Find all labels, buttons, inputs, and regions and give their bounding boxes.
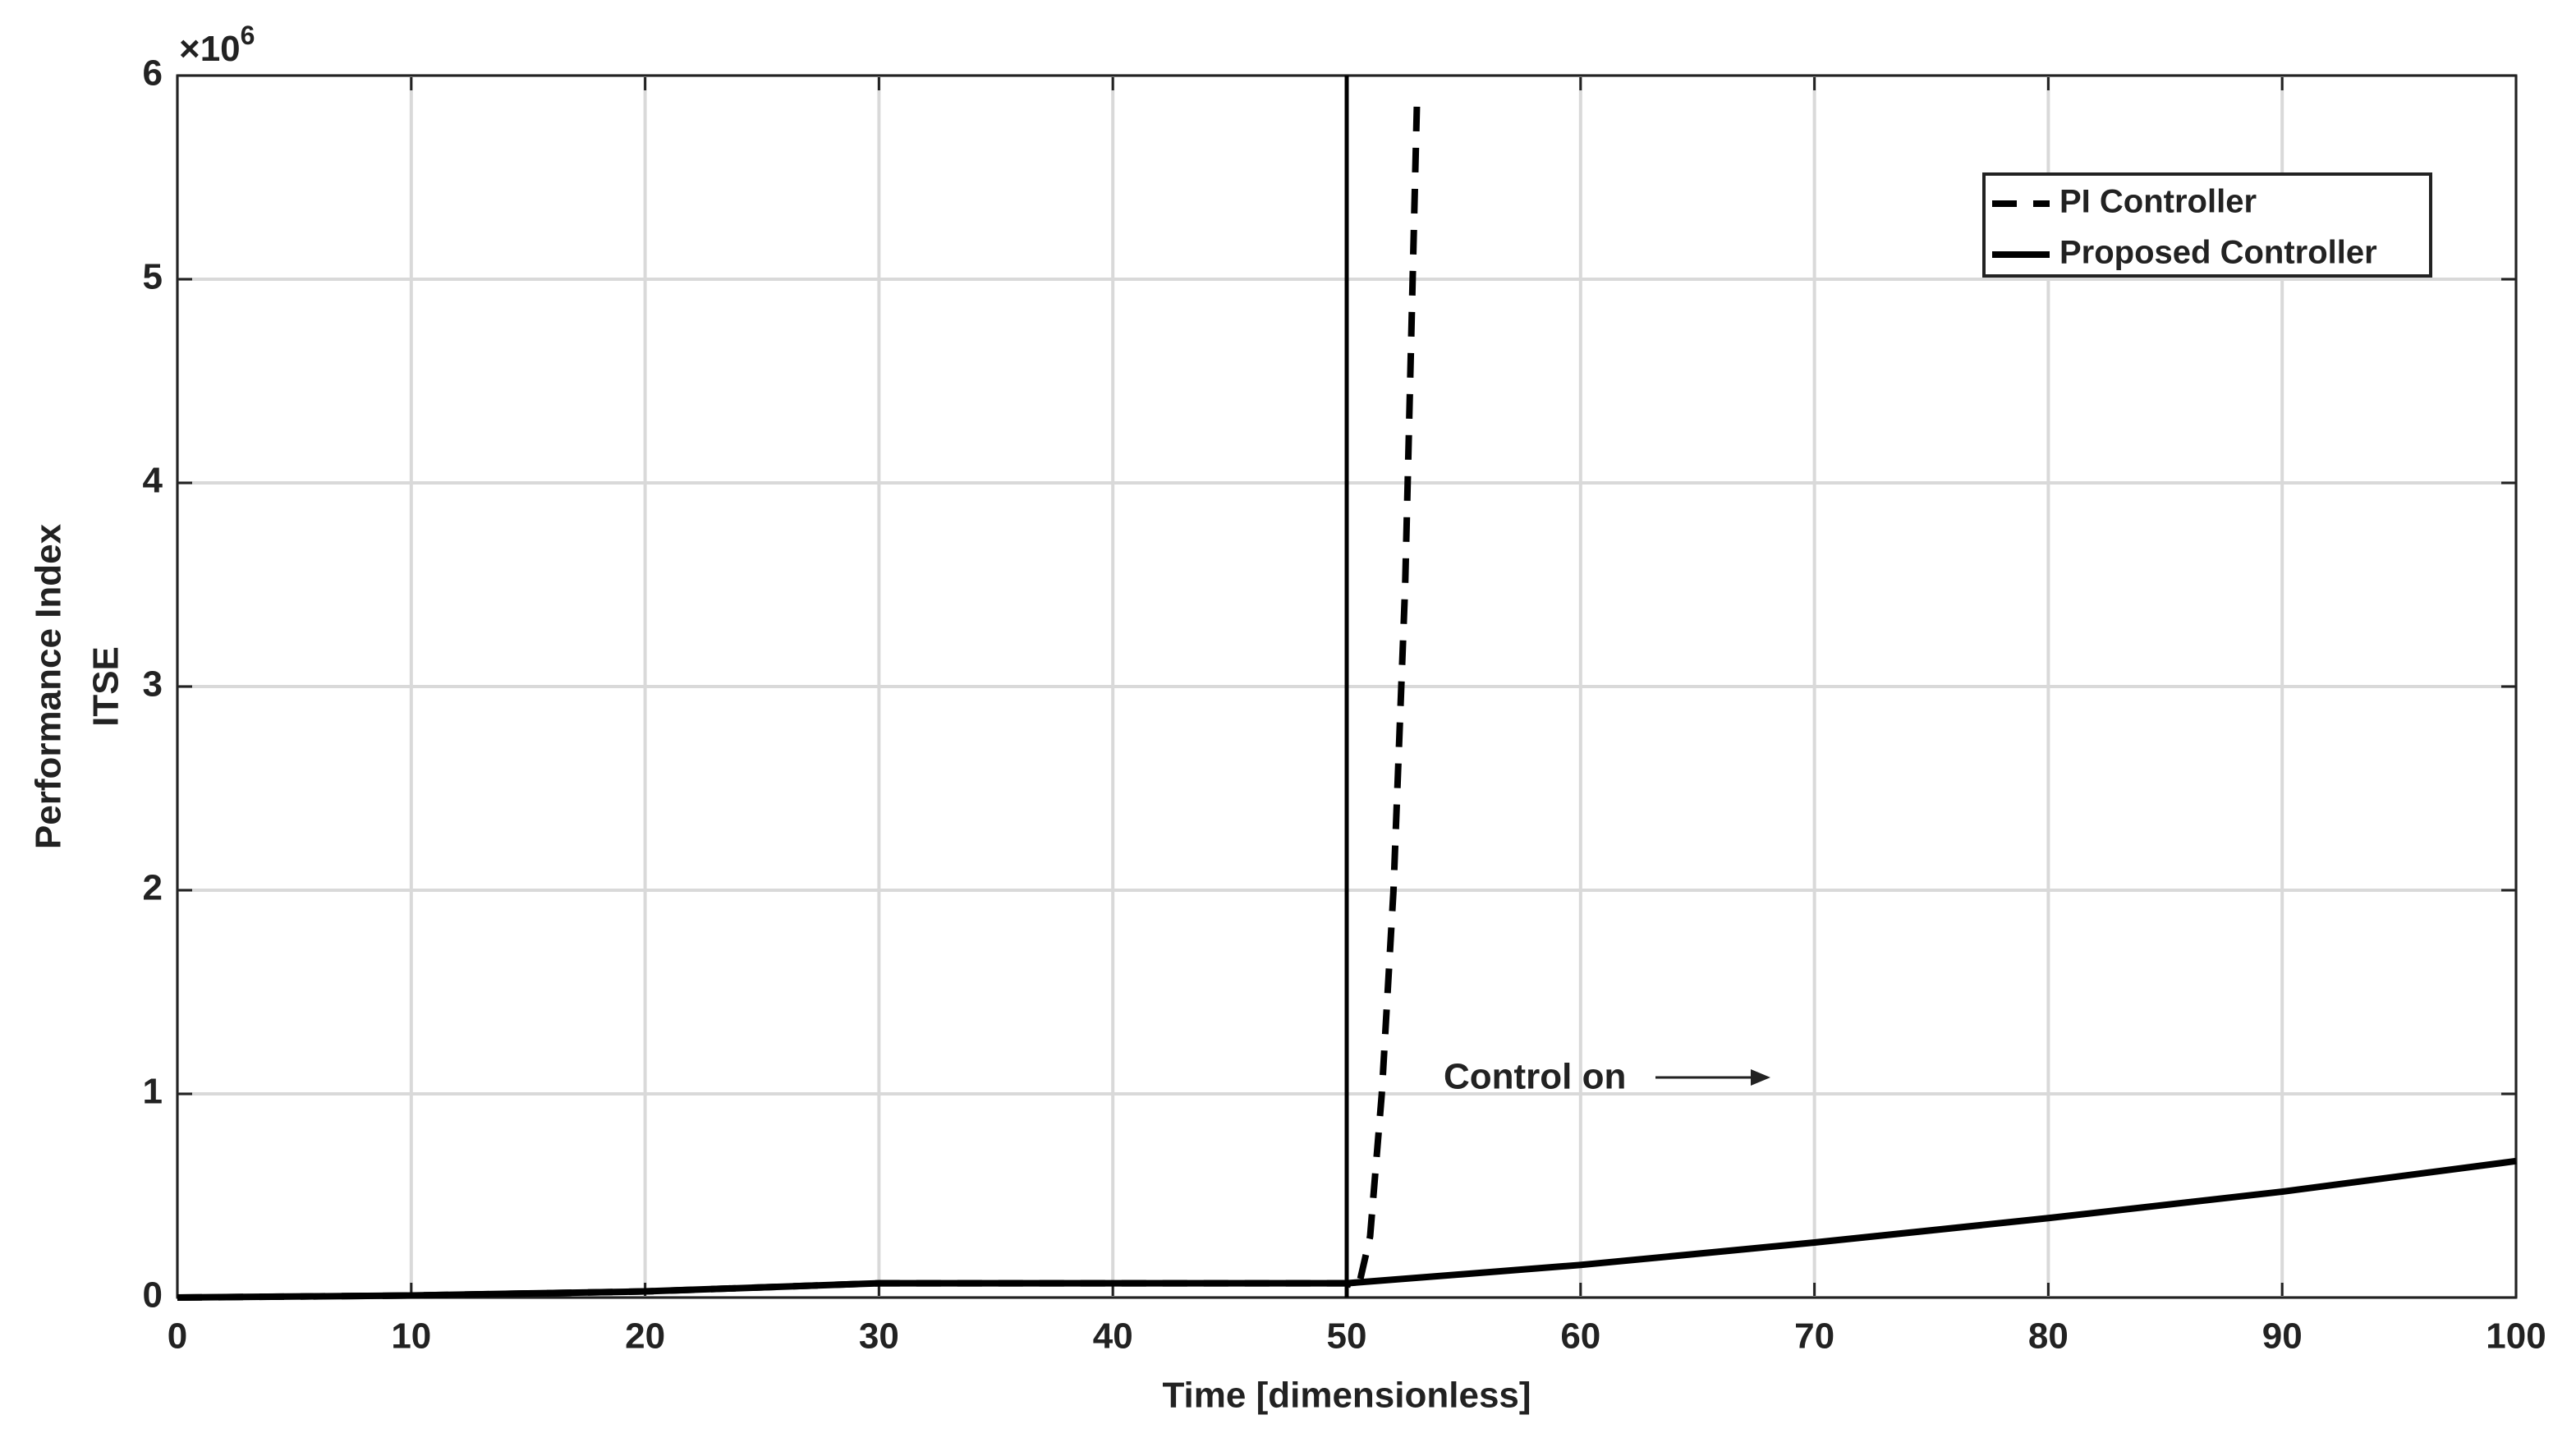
y-axis-label: Performance Index — [29, 523, 69, 849]
x-tick-label: 80 — [2028, 1316, 2069, 1357]
y-tick-label: 6 — [143, 53, 163, 94]
x-tick-label: 0 — [168, 1316, 187, 1357]
series-line — [177, 1157, 2517, 1301]
x-axis-label: Time [dimensionless] — [1162, 1376, 1531, 1416]
y-multiplier-exp: 6 — [241, 21, 255, 50]
y-tick-label: 4 — [143, 461, 163, 501]
y-tick-label: 0 — [143, 1275, 163, 1316]
x-tick-label: 90 — [2262, 1316, 2303, 1357]
y-tick-label: 2 — [143, 868, 163, 908]
y-tick-label: 1 — [143, 1072, 163, 1112]
y-multiplier: ×106 — [179, 21, 255, 68]
legend-label: PI Controller — [2059, 184, 2257, 220]
x-tick-label: 70 — [1794, 1316, 1834, 1357]
y-tick-label: 3 — [143, 664, 163, 705]
y-multiplier-base: ×10 — [179, 29, 241, 69]
x-tick-label: 10 — [391, 1316, 431, 1357]
y-axis-label: ITSE — [86, 646, 126, 727]
x-tick-label: 30 — [859, 1316, 899, 1357]
annotation-arrowhead — [1751, 1069, 1770, 1086]
x-tick-label: 20 — [625, 1316, 665, 1357]
legend-box — [1982, 172, 2432, 278]
x-tick-label: 60 — [1560, 1316, 1600, 1357]
annotation: Control on — [1444, 1057, 1626, 1097]
x-tick-label: 40 — [1093, 1316, 1133, 1357]
x-tick-label: 50 — [1327, 1316, 1367, 1357]
x-tick-label: 100 — [2486, 1316, 2546, 1357]
y-tick-label: 5 — [143, 257, 163, 297]
legend-label: Proposed Controller — [2059, 235, 2377, 271]
